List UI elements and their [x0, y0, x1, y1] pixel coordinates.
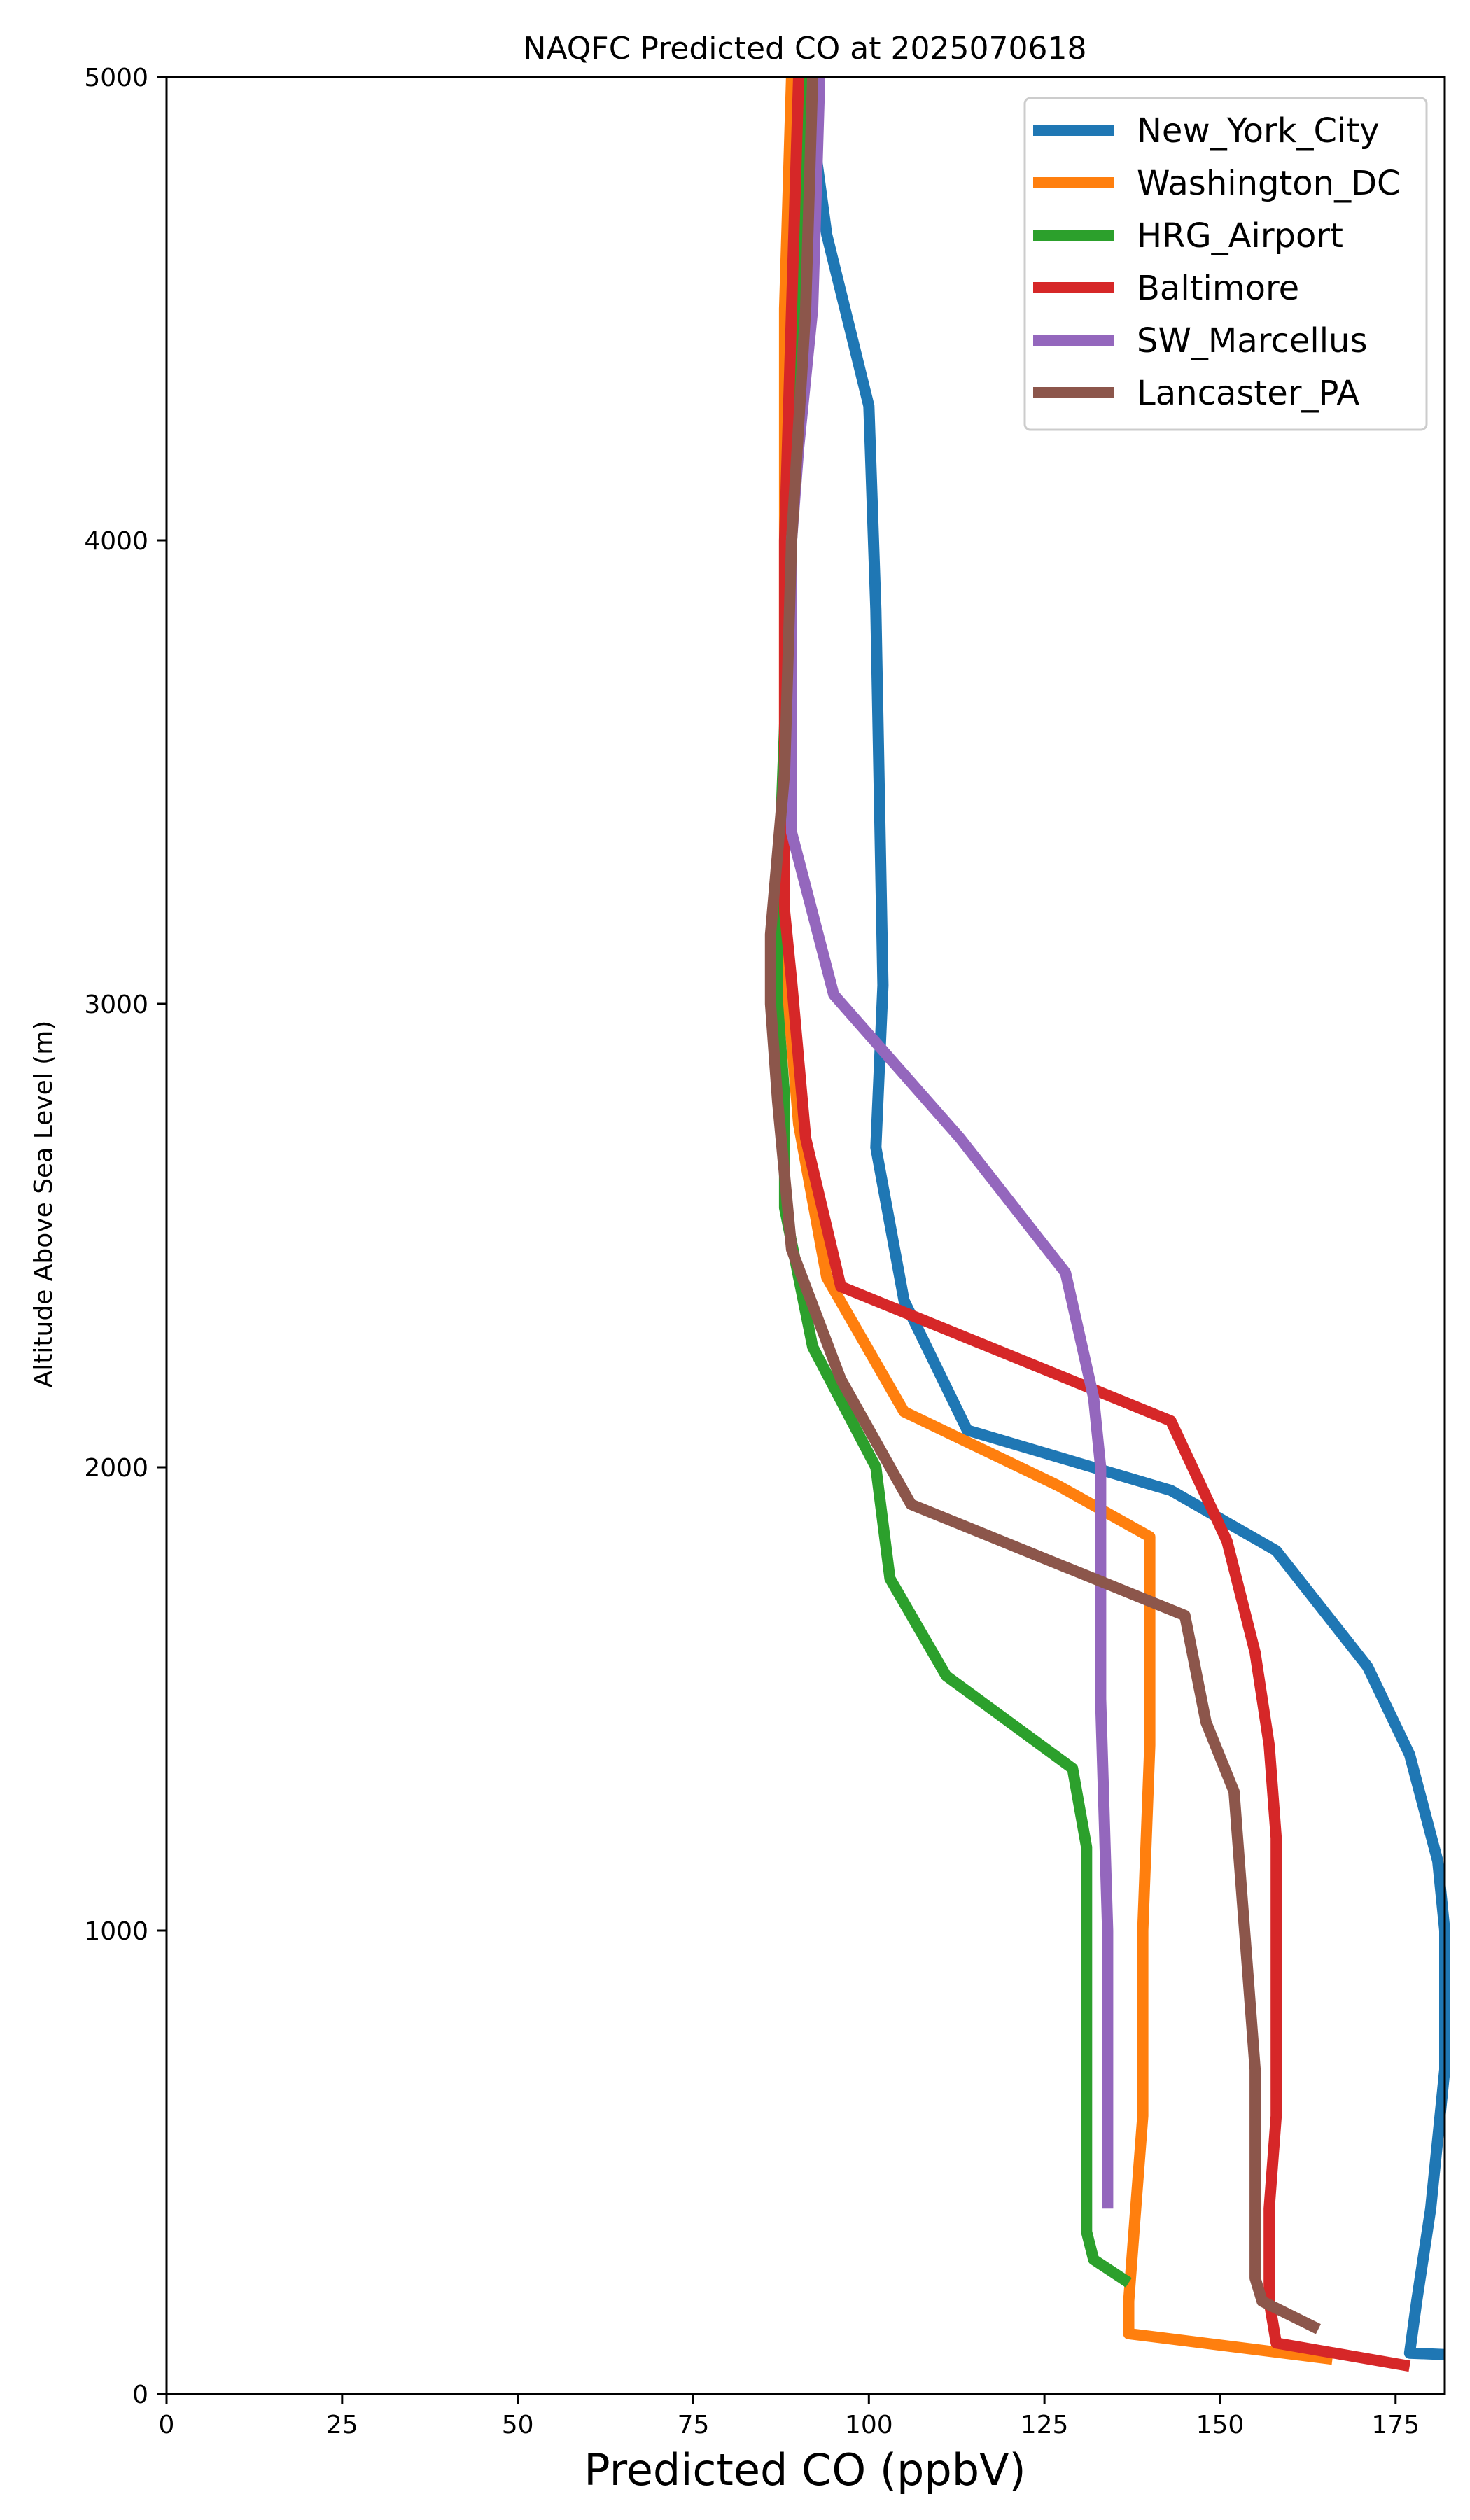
legend-label-0: New_York_City [1137, 111, 1380, 150]
legend-label-3: Baltimore [1137, 269, 1299, 308]
x-tick-label-7: 175 [1371, 2411, 1420, 2440]
y-tick-label-3: 3000 [84, 990, 148, 1019]
legend-label-4: SW_Marcellus [1137, 321, 1367, 360]
x-tick-label-3: 75 [678, 2411, 710, 2440]
y-tick-label-2: 2000 [84, 1454, 148, 1483]
plot-frame [165, 76, 1446, 2395]
legend-label-5: Lancaster_PA [1137, 374, 1359, 413]
x-tick-label-4: 100 [845, 2411, 893, 2440]
y-axis-label: Altitude Above Sea Level (m) [29, 1021, 58, 1388]
legend-label-1: Washington_DC [1137, 164, 1401, 203]
y-tick-label-4: 4000 [84, 527, 148, 556]
x-tick-label-0: 0 [159, 2411, 175, 2440]
x-axis-label: Predicted CO (ppbV) [584, 2444, 1026, 2496]
axes-layer: 0 25 50 75 100 125 150 175 0 1000 2000 3000 4000 5000 [84, 64, 1446, 2440]
legend-box [1023, 97, 1428, 431]
y-tick-label-5: 5000 [84, 64, 148, 92]
x-tick-label-6: 150 [1196, 2411, 1245, 2440]
legend-label-2: HRG_Airport [1137, 216, 1343, 255]
legend: New_York_City Washington_DC HRG_Airport Bal… [1023, 97, 1428, 431]
x-tick-label-5: 125 [1021, 2411, 1069, 2440]
chart-title: NAQFC Predicted CO at 2025070618 [524, 31, 1087, 66]
series-line-5 [764, 76, 1321, 2334]
y-tick-label-0: 0 [132, 2381, 148, 2409]
x-tick-label-1: 25 [326, 2411, 358, 2440]
y-tick-label-1: 1000 [84, 1917, 148, 1946]
series-line-0 [800, 76, 1450, 2360]
series-layer [764, 76, 1450, 2372]
x-tick-label-2: 50 [502, 2411, 534, 2440]
